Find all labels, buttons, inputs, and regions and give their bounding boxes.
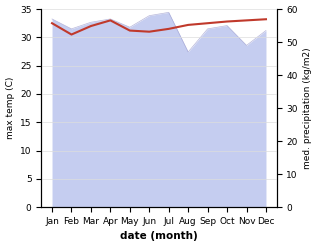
Y-axis label: med. precipitation (kg/m2): med. precipitation (kg/m2) (303, 47, 313, 169)
Y-axis label: max temp (C): max temp (C) (5, 77, 15, 139)
X-axis label: date (month): date (month) (120, 231, 198, 242)
